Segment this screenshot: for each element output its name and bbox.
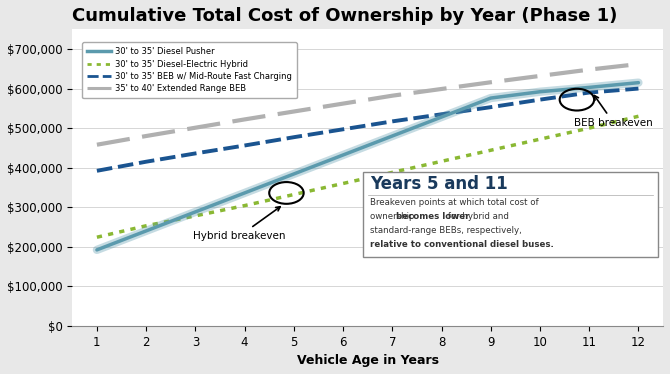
Legend: 30' to 35' Diesel Pusher, 30' to 35' Diesel-Electric Hybrid, 30' to 35' BEB w/ M: 30' to 35' Diesel Pusher, 30' to 35' Die… [82,42,297,98]
FancyBboxPatch shape [362,172,658,257]
X-axis label: Vehicle Age in Years: Vehicle Age in Years [297,354,439,367]
Text: relative to conventional diesel buses.: relative to conventional diesel buses. [370,240,554,249]
Text: Cumulative Total Cost of Ownership by Year (Phase 1): Cumulative Total Cost of Ownership by Ye… [72,7,618,25]
Text: Years 5 and 11: Years 5 and 11 [370,175,508,193]
Text: becomes lower: becomes lower [396,212,469,221]
Text: for hybrid and: for hybrid and [445,212,509,221]
Text: ownership: ownership [370,212,417,221]
Text: BEB breakeven: BEB breakeven [574,95,653,128]
Text: Breakeven points at which total cost of: Breakeven points at which total cost of [370,199,539,208]
Text: standard-range BEBs, respectively,: standard-range BEBs, respectively, [370,226,522,235]
Text: Hybrid breakeven: Hybrid breakeven [194,207,286,241]
